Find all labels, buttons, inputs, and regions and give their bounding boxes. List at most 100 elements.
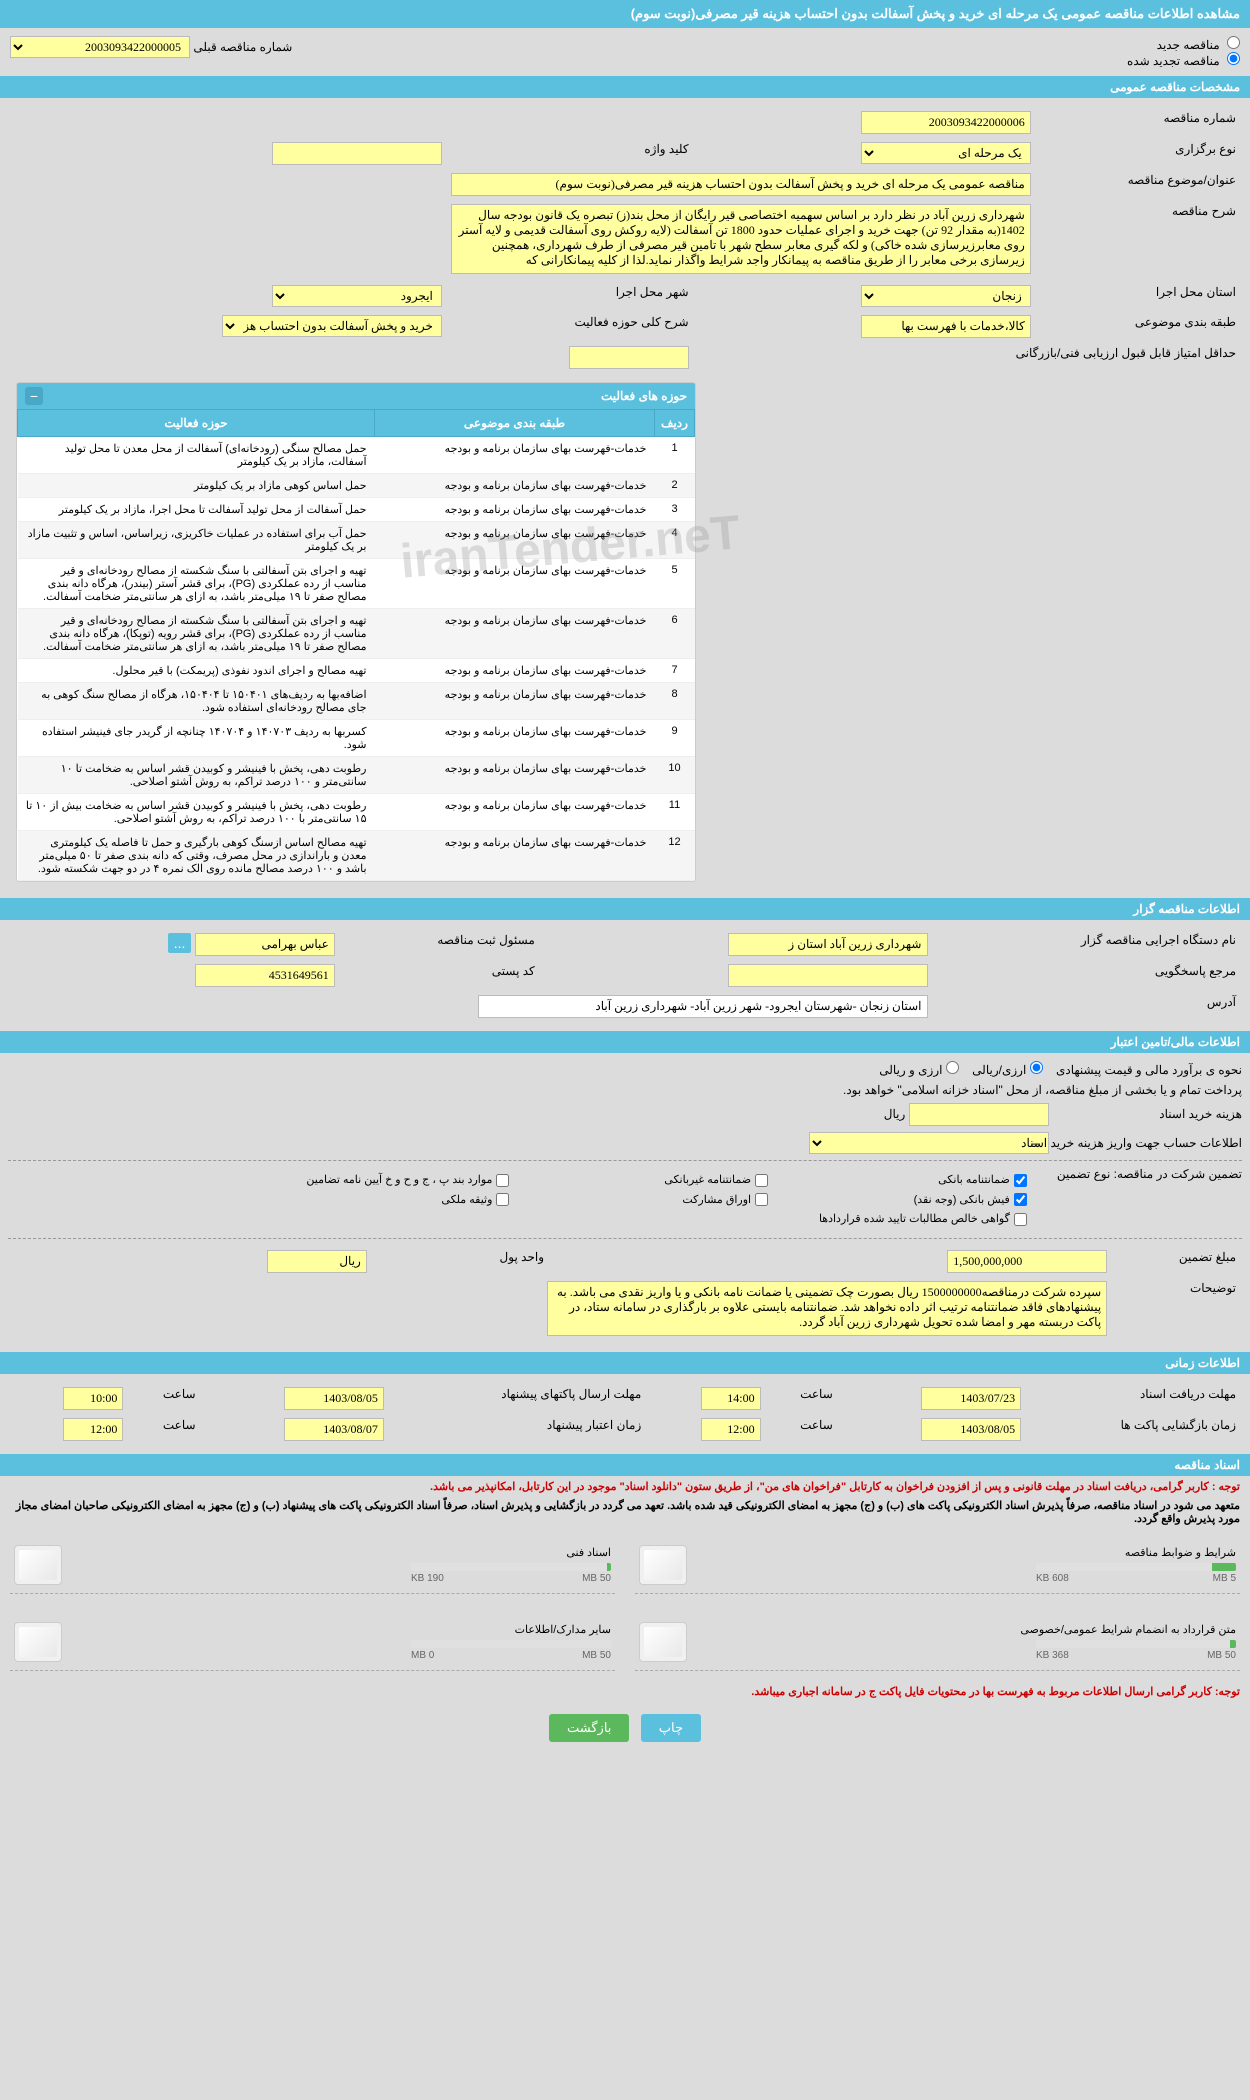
doc-cost-input[interactable]	[909, 1103, 1049, 1126]
account-select[interactable]: --	[809, 1132, 1049, 1154]
table-row: 11 خدمات-فهرست بهای سازمان برنامه و بودج…	[18, 794, 695, 831]
validity-time-label: ساعت	[129, 1415, 199, 1444]
file-max: 5 MB	[1213, 1573, 1236, 1584]
postal-input[interactable]	[195, 964, 335, 987]
currency-rial-radio[interactable]	[1030, 1061, 1043, 1074]
bank-guarantee-label: ضمانتنامه بانکی	[938, 1174, 1010, 1186]
open-packets-time-input[interactable]	[701, 1418, 761, 1441]
row-field: رطوبت دهی، پخش با فینیشر و کوبیدن قشر اس…	[18, 794, 375, 831]
row-field: تهیه و اجرای بتن آسفالتی با سنگ شکسته از…	[18, 559, 375, 609]
receive-docs-time-input[interactable]	[701, 1387, 761, 1410]
table-row: 8 خدمات-فهرست بهای سازمان برنامه و بودجه…	[18, 683, 695, 720]
tender-number-input[interactable]	[861, 111, 1031, 134]
activities-table: ردیف طبقه بندی موضوعی حوزه فعالیت 1 خدما…	[17, 409, 695, 881]
subject-input[interactable]	[451, 173, 1031, 196]
regulation-items-checkbox[interactable]	[496, 1174, 509, 1187]
renewed-tender-label: مناقصه تجدید شده	[1127, 54, 1220, 68]
submit-bids-time-input[interactable]	[63, 1387, 123, 1410]
property-pledge-checkbox[interactable]	[496, 1193, 509, 1206]
net-claims-label: گواهی خالص مطالبات تایید شده قراردادها	[819, 1213, 1010, 1225]
exec-province-label: استان محل اجرا	[1037, 282, 1240, 310]
activities-col-category: طبقه بندی موضوعی	[375, 410, 655, 437]
file-item: اسناد فنی 50 MB190 KB	[10, 1537, 615, 1594]
open-packets-date-input[interactable]	[921, 1418, 1021, 1441]
response-input[interactable]	[728, 964, 928, 987]
amount-input[interactable]	[947, 1250, 1107, 1273]
prev-tender-select[interactable]: 2003093422000005	[10, 36, 190, 58]
submit-bids-date-input[interactable]	[284, 1387, 384, 1410]
file-progress-bar	[1036, 1640, 1236, 1648]
min-score-input[interactable]	[569, 346, 689, 369]
back-button[interactable]: بازگشت	[549, 1714, 629, 1742]
keyword-input[interactable]	[272, 142, 442, 165]
description-textarea[interactable]	[451, 204, 1031, 274]
button-bar: چاپ بازگشت	[0, 1702, 1250, 1754]
folder-icon[interactable]	[639, 1622, 687, 1662]
amount-label: مبلغ تضمین	[1113, 1247, 1240, 1276]
min-score-label: حداقل امتیاز قابل قبول ارزیابی فنی/بازرگ…	[695, 343, 1240, 372]
validity-date-input[interactable]	[284, 1418, 384, 1441]
net-claims-checkbox[interactable]	[1014, 1213, 1027, 1226]
table-row: 4 خدمات-فهرست بهای سازمان برنامه و بودجه…	[18, 522, 695, 559]
address-label: آدرس	[934, 992, 1241, 1021]
activities-box: حوزه های فعالیت − ردیف طبقه بندی موضوعی …	[16, 382, 696, 882]
row-num: 5	[655, 559, 695, 609]
timing-form: مهلت دریافت اسناد ساعت مهلت ارسال پاکتها…	[0, 1374, 1250, 1454]
partnership-bonds-checkbox[interactable]	[755, 1193, 768, 1206]
registrar-input[interactable]	[195, 933, 335, 956]
documents-note2: متعهد می شود در اسناد مناقصه، صرفاً پذیر…	[0, 1497, 1250, 1527]
row-field: حمل آسفالت از محل تولید آسفالت تا محل اج…	[18, 498, 375, 522]
response-label: مرجع پاسخگویی	[934, 961, 1241, 990]
activity-scope-select[interactable]: خرید و پخش آسفالت بدون احتساب هزینه قیر …	[222, 315, 442, 337]
notes-label: توضیحات	[1113, 1278, 1240, 1342]
validity-time-input[interactable]	[63, 1418, 123, 1441]
cash-receipt-checkbox[interactable]	[1014, 1193, 1027, 1206]
new-tender-radio[interactable]	[1227, 36, 1240, 49]
open-packets-label: زمان بازگشایی پاکت ها	[1027, 1415, 1240, 1444]
prev-tender-wrapper: شماره مناقصه قبلی 2003093422000005	[10, 36, 292, 58]
address-input[interactable]	[478, 995, 928, 1018]
section-timing: اطلاعات زمانی	[0, 1352, 1250, 1374]
file-title: متن قرارداد به انضمام شرایط عمومی/خصوصی	[697, 1623, 1236, 1636]
activities-collapse-button[interactable]: −	[25, 387, 43, 405]
account-label: اطلاعات حساب جهت واریز هزینه خرید اسناد	[1052, 1136, 1242, 1150]
subject-category-label: طبقه بندی موضوعی	[1037, 312, 1240, 341]
file-size: 0 MB	[411, 1650, 434, 1661]
section-documents: اسناد مناقصه	[0, 1454, 1250, 1476]
property-pledge-label: وثیقه ملکی	[441, 1194, 492, 1206]
non-bank-guarantee-checkbox[interactable]	[755, 1174, 768, 1187]
receive-docs-date-input[interactable]	[921, 1387, 1021, 1410]
registrar-more-button[interactable]: ...	[168, 933, 192, 953]
currency-both-radio[interactable]	[946, 1061, 959, 1074]
amount-unit-input[interactable]	[267, 1250, 367, 1273]
notes-textarea[interactable]	[547, 1281, 1107, 1336]
print-button[interactable]: چاپ	[641, 1714, 701, 1742]
row-field: رطوبت دهی، پخش با فینیشر و کوبیدن قشر اس…	[18, 757, 375, 794]
folder-icon[interactable]	[14, 1545, 62, 1585]
subject-category-input[interactable]	[861, 315, 1031, 338]
organizer-form: نام دستگاه اجرایی مناقصه گزار مسئول ثبت …	[0, 920, 1250, 1031]
org-name-input[interactable]	[728, 933, 928, 956]
cash-receipt-label: فیش بانکی (وجه نقد)	[914, 1194, 1010, 1206]
file-max: 50 MB	[582, 1650, 611, 1661]
description-label: شرح مناقصه	[1037, 201, 1240, 280]
exec-province-select[interactable]: زنجان	[861, 285, 1031, 307]
exec-city-select[interactable]: ایجرود	[272, 285, 442, 307]
folder-icon[interactable]	[639, 1545, 687, 1585]
validity-label: زمان اعتبار پیشنهاد	[390, 1415, 645, 1444]
row-field: تهیه و اجرای بتن آسفالتی با سنگ شکسته از…	[18, 609, 375, 659]
renewed-tender-radio[interactable]	[1227, 52, 1240, 65]
row-num: 7	[655, 659, 695, 683]
file-progress-bar	[411, 1640, 611, 1648]
bank-guarantee-checkbox[interactable]	[1014, 1174, 1027, 1187]
folder-icon[interactable]	[14, 1622, 62, 1662]
documents-note3: توجه: کاربر گرامی ارسال اطلاعات مربوط به…	[0, 1681, 1250, 1702]
file-max: 50 MB	[1207, 1650, 1236, 1661]
financial-form: نحوه ی برآورد مالی و قیمت پیشنهادی ارزی/…	[0, 1053, 1250, 1352]
file-max: 50 MB	[582, 1573, 611, 1584]
activities-header: حوزه های فعالیت −	[17, 383, 695, 409]
regulation-items-label: موارد بند پ ، ج و ح و خ آیین نامه تضامین	[306, 1174, 492, 1186]
currency-rial-label: ارزی/ریالی	[972, 1063, 1026, 1077]
row-field: تهیه مصالح اساس ازسنگ کوهی بارگیری و حمل…	[18, 831, 375, 881]
type-select[interactable]: یک مرحله ای	[861, 142, 1031, 164]
